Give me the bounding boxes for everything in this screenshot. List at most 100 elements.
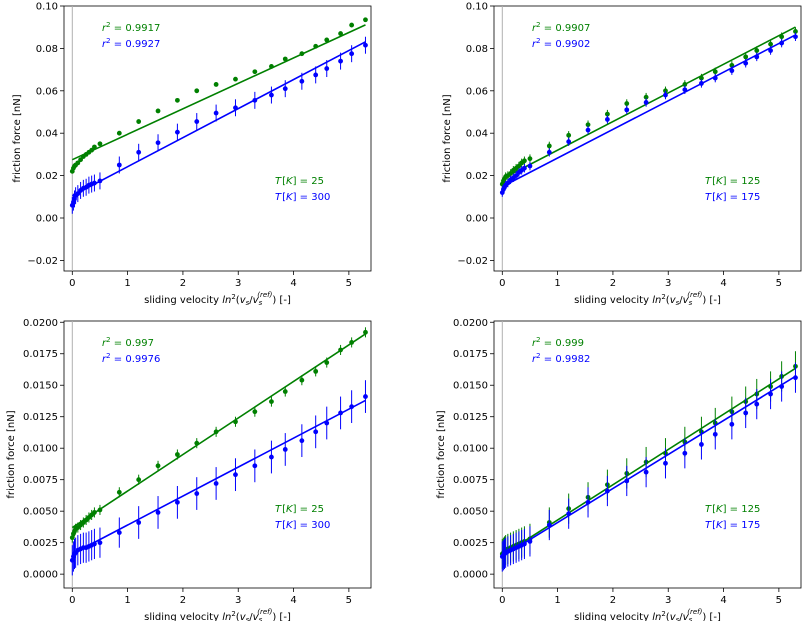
data-point (363, 329, 368, 335)
data-point (363, 17, 368, 23)
data-point (136, 119, 142, 124)
data-point (566, 511, 572, 517)
data-point (174, 452, 180, 457)
r-squared-annotation: r2 = 0.9902 (532, 37, 590, 50)
x-tick-label: 1 (554, 595, 560, 606)
data-point (75, 191, 81, 197)
data-point (324, 360, 330, 365)
y-tick-label: 0.0175 (453, 349, 488, 360)
data-point (269, 399, 274, 405)
y-tick-label: 0.04 (36, 129, 58, 140)
y-tick-label: 0.06 (466, 86, 488, 97)
y-tick-label: 0.0150 (453, 381, 488, 392)
y-tick-label: 0.0100 (453, 444, 488, 455)
x-tick-label: 1 (124, 595, 130, 606)
data-point (97, 507, 103, 513)
data-point (699, 80, 704, 86)
data-point (566, 139, 572, 145)
data-point (349, 404, 355, 410)
y-tick-label: 0.0025 (23, 538, 58, 549)
data-point (282, 447, 288, 452)
chart-panel-top-right: 0 1 2 3 4 5 −0.02 0.00 0.02 0.04 0.06 0.08 0.10 slidi… (442, 2, 802, 307)
data-point (513, 173, 519, 179)
y-tick-label: 0.0200 (23, 318, 58, 329)
data-point (754, 54, 760, 60)
data-point (299, 51, 305, 57)
data-point (174, 97, 180, 103)
y-tick-label: −0.02 (457, 256, 488, 267)
data-point (136, 477, 142, 483)
data-point (155, 108, 161, 114)
r-squared-annotation: r2 = 0.9927 (102, 37, 160, 50)
data-point (136, 520, 142, 525)
plot-frame (63, 5, 372, 272)
y-tick-label: 0.0075 (23, 475, 58, 486)
y-tick-label: 0.0125 (23, 412, 58, 423)
x-tick-label: 3 (235, 595, 241, 606)
data-point (779, 384, 785, 389)
y-axis-label: friction force [nN] (6, 410, 17, 498)
y-axis-label: friction force [nN] (436, 410, 447, 498)
r-squared-annotation: r2 = 0.999 (532, 336, 584, 349)
x-tick-label: 5 (776, 595, 782, 606)
x-tick-label: 5 (776, 278, 782, 289)
chart-panel-bottom-left: 0 1 2 3 4 5 0.0000 0.0025 0.0050 0.0075 0.0100 0.01… (6, 318, 372, 624)
data-point (585, 122, 591, 128)
x-tick-label: 2 (610, 595, 616, 606)
data-point (155, 463, 161, 469)
y-tick-label: −0.02 (27, 256, 58, 267)
r-squared-annotation: r2 = 0.9917 (102, 21, 160, 34)
y-tick-label: 0.10 (466, 2, 488, 13)
data-point (699, 442, 704, 447)
data-point (505, 180, 511, 186)
y-tick-label: 0.0200 (453, 318, 488, 329)
data-point (712, 69, 718, 75)
y-axis-label: friction force [nN] (442, 94, 453, 182)
data-point (743, 410, 749, 416)
data-point (213, 110, 219, 116)
data-point (78, 157, 83, 163)
data-point (338, 410, 343, 416)
fit-line (501, 34, 796, 188)
data-point (604, 117, 610, 122)
data-point (97, 540, 103, 546)
y-tick-label: 0.08 (466, 44, 488, 55)
data-point (546, 149, 552, 155)
x-tick-label: 2 (180, 595, 186, 606)
plot-frame (63, 320, 372, 589)
data-point (92, 541, 97, 547)
x-tick-label: 3 (665, 278, 671, 289)
data-point (768, 41, 773, 47)
data-point (779, 34, 785, 40)
temperature-annotation: T[K] = 300 (275, 192, 330, 203)
data-point (712, 431, 718, 437)
data-point (604, 111, 610, 117)
data-point (282, 389, 288, 394)
y-tick-label: 0.0000 (23, 570, 58, 581)
data-point (194, 119, 200, 124)
x-tick-label: 2 (180, 278, 186, 289)
data-point (213, 82, 219, 87)
y-tick-label: 0.0175 (23, 349, 58, 360)
temperature-annotation: T[K] = 175 (705, 520, 760, 531)
data-point (75, 160, 81, 166)
x-tick-label: 5 (346, 278, 352, 289)
data-point (546, 522, 552, 528)
data-point (729, 68, 735, 74)
x-tick-label: 1 (124, 278, 130, 289)
data-point (92, 144, 97, 150)
data-point (299, 438, 305, 444)
data-point (699, 75, 704, 81)
data-point (527, 539, 533, 544)
data-point (663, 92, 668, 98)
x-tick-label: 2 (610, 278, 616, 289)
data-point (194, 491, 200, 496)
y-tick-label: 0.08 (36, 44, 58, 55)
temperature-annotation: T[K] = 300 (275, 520, 330, 531)
data-point (92, 180, 97, 186)
data-point (313, 429, 319, 435)
data-point (682, 82, 688, 87)
data-point (712, 75, 718, 81)
fit-line (71, 41, 366, 197)
